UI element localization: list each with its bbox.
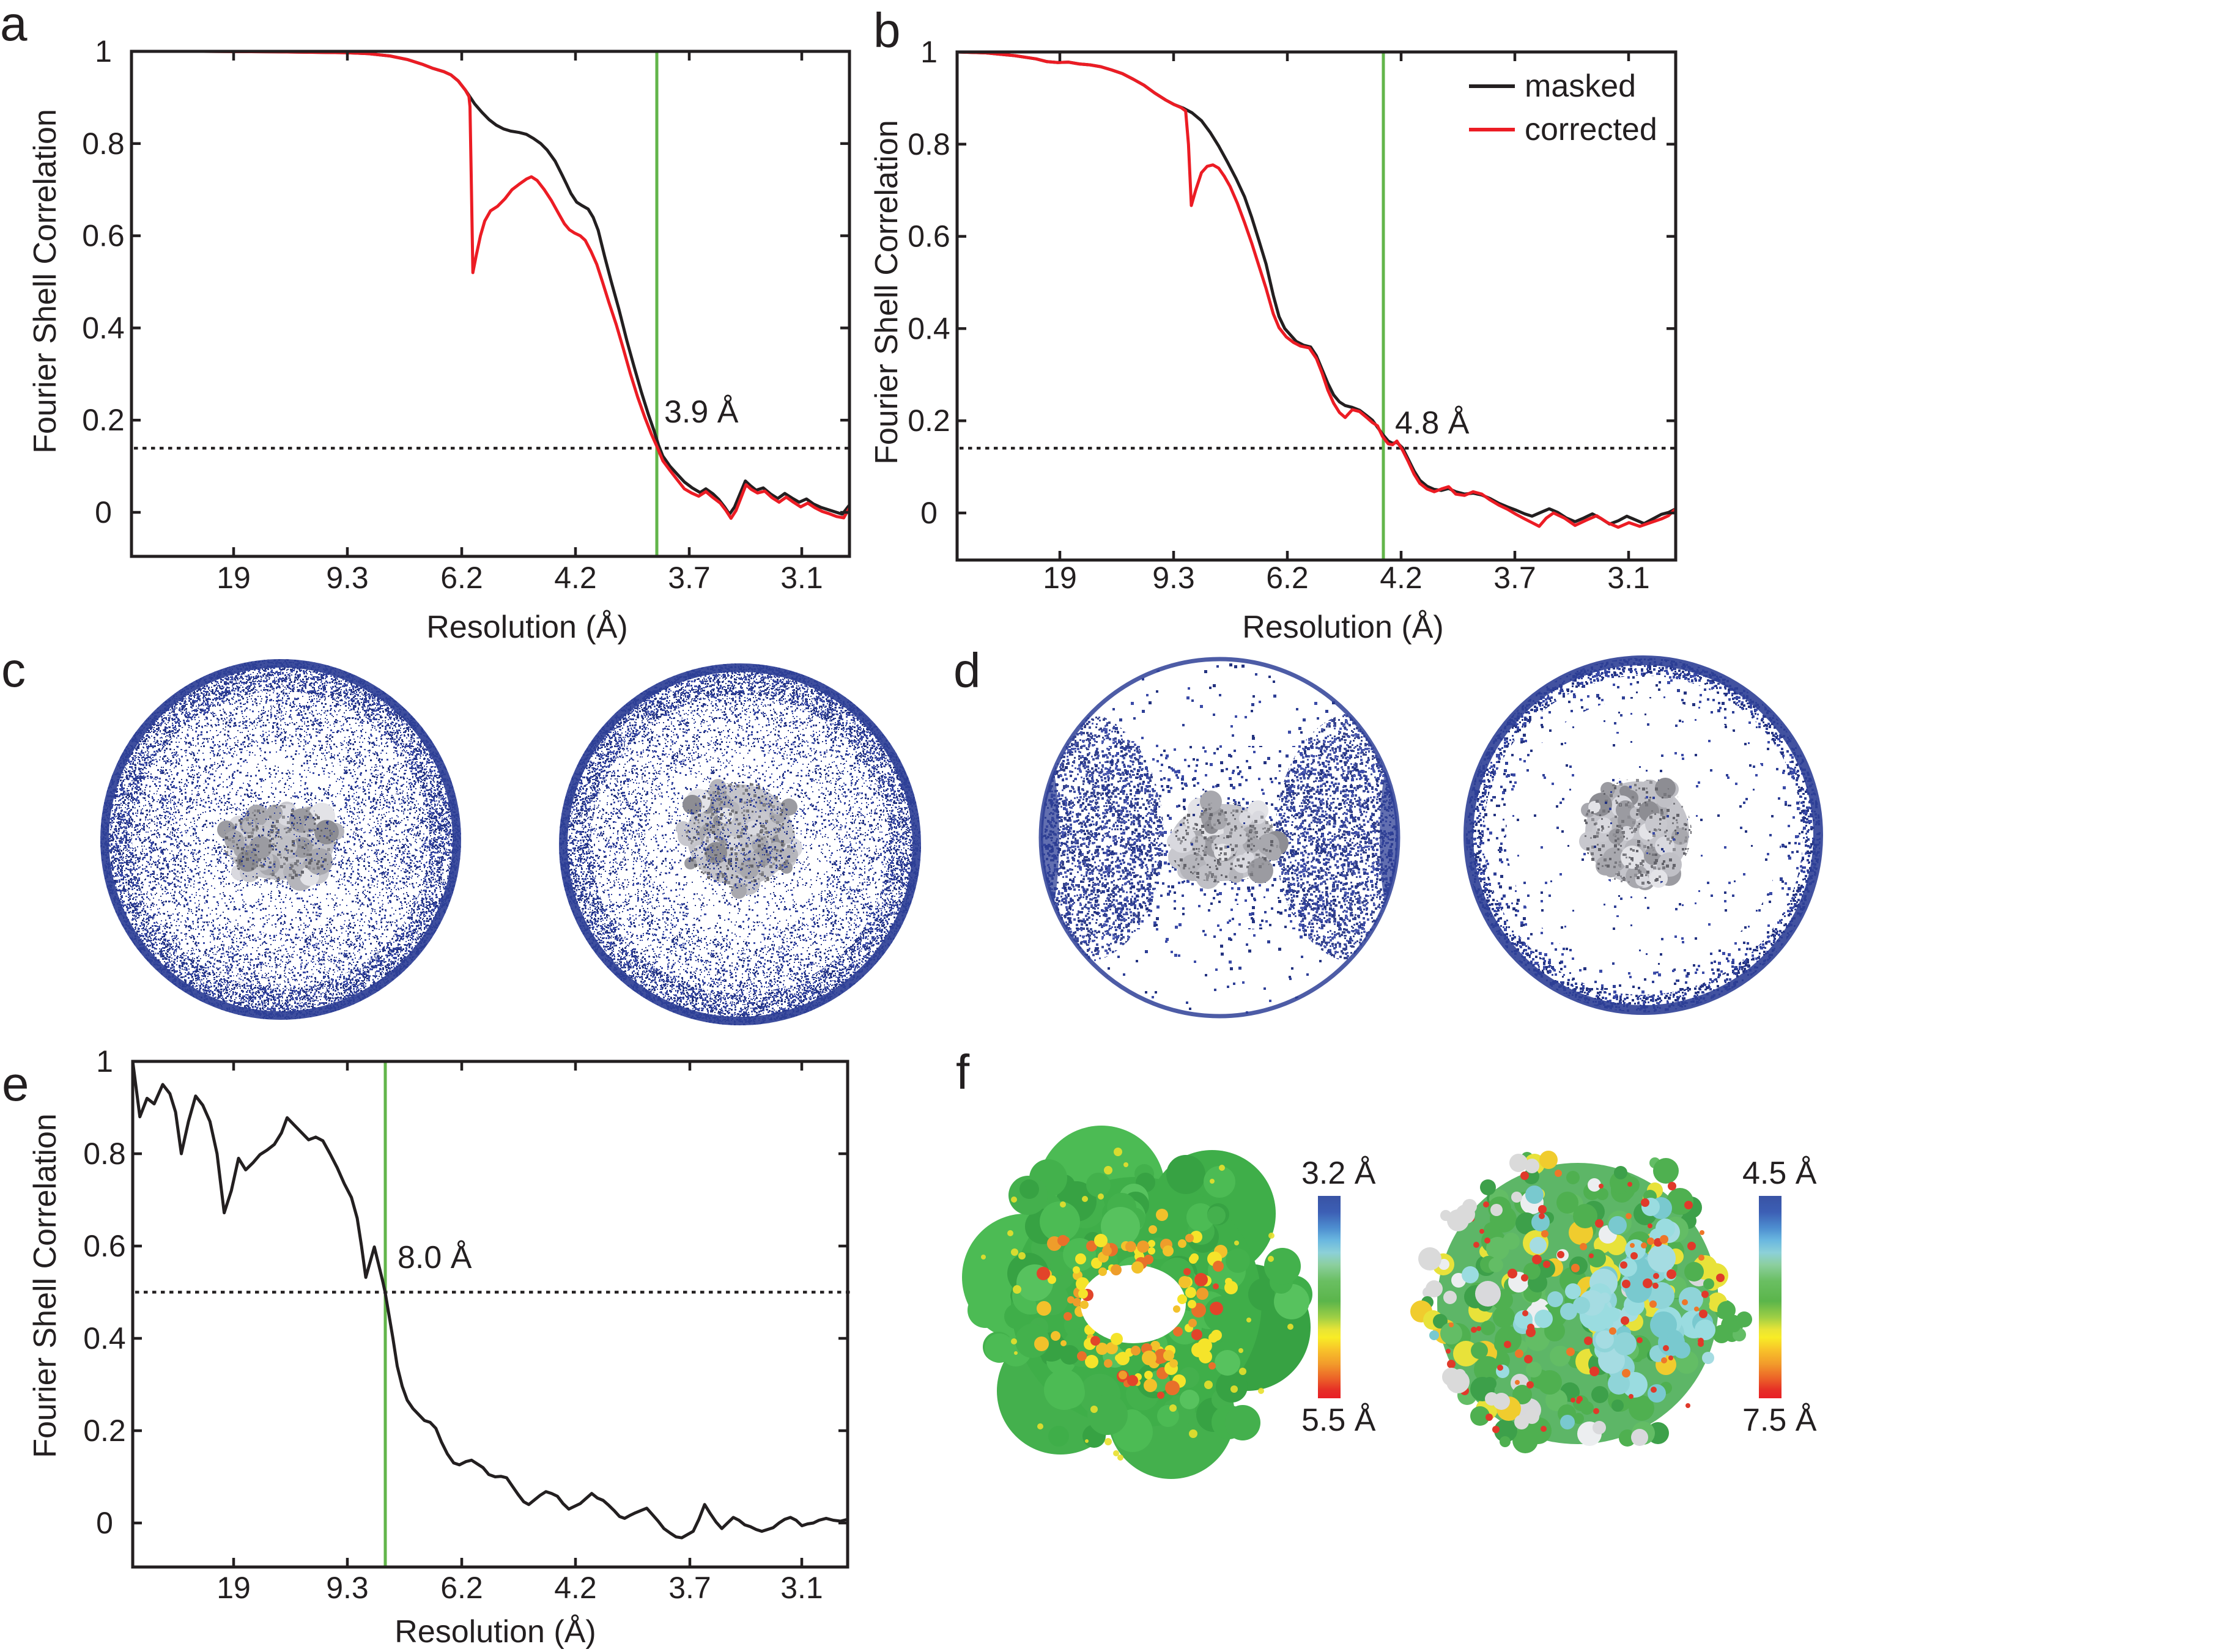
- svg-text:8.0 Å: 8.0 Å: [398, 1240, 472, 1275]
- svg-text:3.1: 3.1: [1607, 561, 1650, 595]
- svg-text:Resolution (Å): Resolution (Å): [394, 1614, 596, 1649]
- svg-text:4.8 Å: 4.8 Å: [1395, 405, 1470, 441]
- svg-text:c: c: [1, 643, 26, 697]
- svg-text:19: 19: [216, 561, 251, 595]
- svg-text:0.4: 0.4: [908, 311, 950, 345]
- svg-text:9.3: 9.3: [326, 1571, 369, 1605]
- svg-text:3.1: 3.1: [780, 1571, 823, 1605]
- svg-text:3.1: 3.1: [780, 561, 823, 595]
- svg-text:masked: masked: [1525, 68, 1636, 104]
- svg-text:3.9 Å: 3.9 Å: [664, 394, 739, 430]
- svg-text:0.8: 0.8: [908, 127, 950, 161]
- svg-text:Fourier Shell Correlation: Fourier Shell Correlation: [28, 109, 63, 454]
- svg-text:19: 19: [216, 1571, 251, 1605]
- svg-text:0.6: 0.6: [908, 219, 950, 254]
- svg-text:a: a: [0, 0, 28, 51]
- svg-text:19: 19: [1043, 561, 1077, 595]
- svg-text:Fourier Shell Correlation: Fourier Shell Correlation: [28, 1113, 63, 1458]
- svg-text:0: 0: [96, 1506, 113, 1540]
- svg-text:0.2: 0.2: [908, 404, 950, 438]
- svg-text:b: b: [873, 3, 901, 57]
- svg-text:corrected: corrected: [1525, 112, 1657, 147]
- svg-text:0.8: 0.8: [83, 1137, 126, 1171]
- svg-text:0: 0: [920, 496, 938, 530]
- svg-text:4.2: 4.2: [1380, 561, 1423, 595]
- svg-text:3.7: 3.7: [1493, 561, 1536, 595]
- svg-text:3.2 Å: 3.2 Å: [1301, 1156, 1376, 1191]
- svg-text:0.6: 0.6: [82, 219, 125, 253]
- svg-text:0.2: 0.2: [83, 1414, 126, 1448]
- svg-text:0.4: 0.4: [83, 1321, 126, 1355]
- svg-text:0.4: 0.4: [82, 311, 125, 345]
- svg-text:4.5 Å: 4.5 Å: [1742, 1156, 1817, 1191]
- svg-text:5.5 Å: 5.5 Å: [1301, 1403, 1376, 1438]
- svg-text:0.8: 0.8: [82, 127, 125, 161]
- svg-text:3.7: 3.7: [668, 561, 711, 595]
- svg-text:4.2: 4.2: [554, 561, 597, 595]
- svg-text:6.2: 6.2: [1266, 561, 1309, 595]
- svg-text:0.2: 0.2: [82, 403, 125, 437]
- svg-text:1: 1: [920, 35, 938, 69]
- svg-text:9.3: 9.3: [326, 561, 369, 595]
- svg-text:1: 1: [95, 34, 112, 68]
- svg-text:1: 1: [96, 1044, 113, 1079]
- svg-text:7.5 Å: 7.5 Å: [1742, 1403, 1817, 1438]
- svg-text:0.6: 0.6: [83, 1229, 126, 1263]
- svg-text:0: 0: [95, 495, 112, 529]
- svg-text:6.2: 6.2: [440, 1571, 483, 1605]
- svg-text:f: f: [956, 1045, 970, 1099]
- svg-text:Resolution (Å): Resolution (Å): [426, 610, 627, 645]
- svg-text:d: d: [953, 643, 981, 698]
- svg-text:4.2: 4.2: [554, 1571, 597, 1605]
- svg-text:9.3: 9.3: [1152, 561, 1195, 595]
- svg-text:6.2: 6.2: [440, 561, 483, 595]
- svg-text:Resolution (Å): Resolution (Å): [1242, 610, 1443, 645]
- svg-text:Fourier Shell Correlation: Fourier Shell Correlation: [869, 120, 905, 465]
- svg-text:e: e: [2, 1056, 29, 1111]
- svg-text:3.7: 3.7: [668, 1571, 711, 1605]
